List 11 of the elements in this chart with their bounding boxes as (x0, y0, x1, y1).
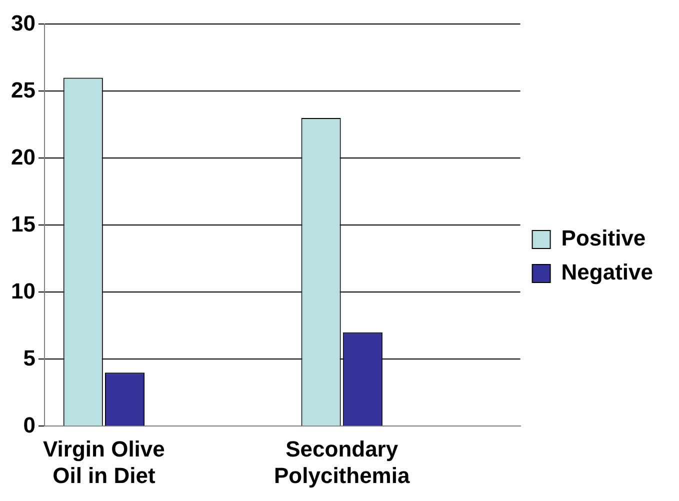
legend-label: Negative (561, 260, 654, 285)
y-tick-label: 5 (23, 345, 36, 370)
x-tick-label: Secondary Polycithemia (274, 436, 410, 488)
y-tick-label: 25 (10, 77, 36, 102)
y-tick-label: 15 (10, 211, 36, 236)
y-tick-label: 0 (23, 412, 36, 438)
y-tick-label: 30 (10, 10, 36, 36)
y-tick-label: 20 (10, 144, 36, 170)
y-tick-label: 10 (10, 278, 36, 304)
legend-label: Positive (561, 226, 646, 251)
x-tick-label: Virgin Olive Oil in Diet (43, 436, 165, 488)
